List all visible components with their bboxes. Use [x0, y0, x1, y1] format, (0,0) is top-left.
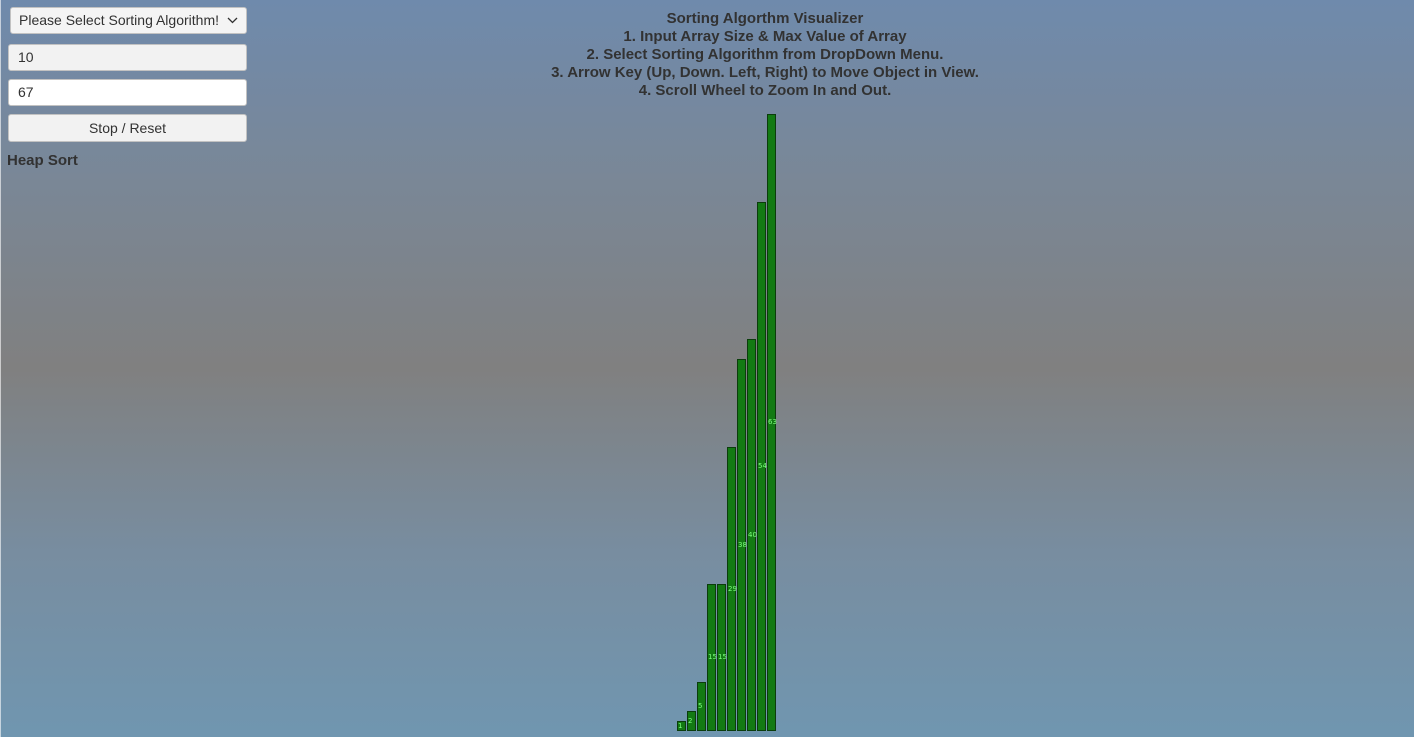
array-bar	[677, 721, 686, 731]
window-left-edge	[0, 0, 1, 737]
array-bar	[717, 584, 726, 731]
chevron-down-icon	[227, 8, 238, 33]
array-bar	[697, 682, 706, 731]
array-bar	[737, 359, 746, 731]
instruction-line-3: 3. Arrow Key (Up, Down. Left, Right) to …	[551, 64, 979, 81]
array-bar-label: 5	[698, 702, 703, 710]
array-bar	[757, 202, 766, 731]
array-bar	[687, 711, 696, 731]
current-algorithm-label: Heap Sort	[7, 152, 78, 169]
array-bar	[727, 447, 736, 731]
array-bar-label: 54	[758, 462, 767, 470]
array-bar-label: 15	[718, 653, 727, 661]
algorithm-dropdown[interactable]: Please Select Sorting Algorithm!	[10, 7, 247, 34]
instruction-line-4: 4. Scroll Wheel to Zoom In and Out.	[638, 82, 892, 99]
array-bar-label: 1	[678, 722, 683, 730]
array-size-input[interactable]: 10	[8, 44, 247, 71]
array-bar-label: 2	[688, 717, 693, 725]
array-bar-label: 15	[708, 653, 717, 661]
array-bar	[747, 339, 756, 731]
array-bar-label: 29	[728, 585, 737, 593]
instruction-line-1: 1. Input Array Size & Max Value of Array	[623, 28, 907, 45]
instructions-title: Sorting Algorthm Visualizer	[666, 10, 864, 27]
array-bar-label: 40	[748, 531, 757, 539]
array-bar	[767, 114, 776, 731]
stop-reset-button[interactable]: Stop / Reset	[8, 114, 247, 142]
array-bar-label: 63	[768, 418, 777, 426]
array-bar-label: 38	[738, 541, 747, 549]
instructions-panel: Sorting Algorthm Visualizer 1. Input Arr…	[520, 10, 1010, 100]
max-value-input[interactable]: 67	[8, 79, 247, 106]
algorithm-dropdown-value: Please Select Sorting Algorithm!	[19, 12, 219, 28]
array-bar	[707, 584, 716, 731]
control-panel: Please Select Sorting Algorithm! 10 67 S…	[8, 7, 248, 142]
instruction-line-2: 2. Select Sorting Algorithm from DropDow…	[586, 46, 944, 63]
